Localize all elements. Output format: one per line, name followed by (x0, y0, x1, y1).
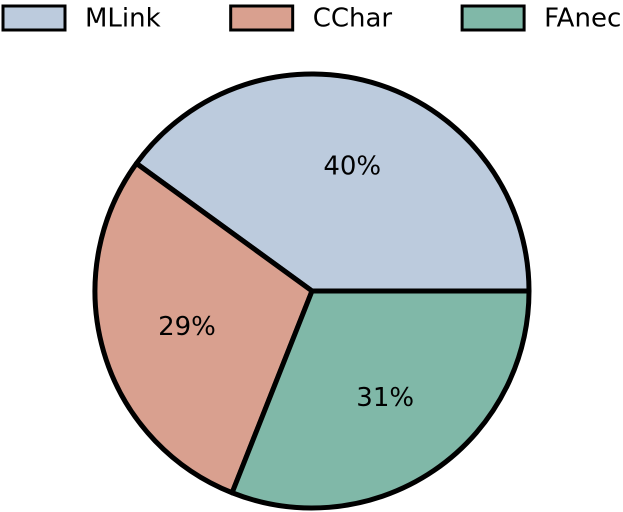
legend-label: FAnec (544, 4, 621, 34)
legend-label: MLink (85, 4, 161, 34)
legend-swatch (1, 4, 67, 32)
pie-slice (92, 160, 315, 496)
slice-label: 40% (323, 152, 381, 182)
slice-label: 29% (158, 312, 216, 342)
legend-swatch (229, 4, 295, 32)
pie-slice (229, 288, 532, 511)
slice-label: 31% (356, 383, 414, 413)
pie-slice (133, 71, 532, 294)
legend-label: CChar (313, 4, 393, 34)
legend-swatch (460, 4, 526, 32)
